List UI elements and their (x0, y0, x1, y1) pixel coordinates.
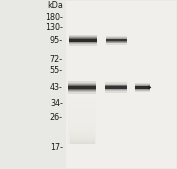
Bar (68, 125, 96, 127)
Bar (68, 128, 96, 130)
Bar (69, 35, 97, 45)
Bar (70, 140, 95, 141)
Bar (68, 124, 96, 125)
Bar (68, 115, 96, 116)
Bar (70, 142, 95, 143)
Bar (68, 138, 96, 139)
Bar (68, 118, 96, 119)
Bar (68, 81, 96, 94)
Bar (68, 103, 96, 104)
Bar (106, 39, 127, 41)
Bar (68, 127, 96, 128)
Bar (70, 139, 95, 140)
Bar (68, 119, 96, 121)
Bar (68, 104, 96, 106)
Bar (66, 1, 176, 168)
Bar (70, 136, 95, 137)
Bar (68, 116, 96, 118)
Bar (105, 83, 127, 91)
Bar (68, 131, 96, 133)
Polygon shape (149, 85, 151, 89)
Text: 34-: 34- (50, 99, 63, 108)
Text: 95-: 95- (50, 36, 63, 45)
Bar (70, 141, 95, 142)
Bar (106, 36, 127, 45)
Bar (68, 122, 96, 124)
Bar (68, 98, 96, 100)
Bar (135, 86, 150, 89)
Bar (70, 137, 95, 138)
Bar (68, 112, 96, 113)
Bar (69, 36, 97, 44)
Bar (68, 121, 96, 122)
Bar (68, 110, 96, 112)
Bar (135, 83, 150, 92)
Bar (69, 38, 97, 42)
Bar (68, 83, 96, 92)
Bar (68, 85, 96, 90)
Text: 26-: 26- (50, 113, 63, 122)
Text: 72-: 72- (50, 55, 63, 65)
Bar (70, 133, 95, 134)
Bar (70, 130, 95, 131)
Bar (68, 107, 96, 109)
Text: 55-: 55- (50, 66, 63, 75)
Bar (70, 131, 95, 132)
Bar (106, 38, 127, 42)
Text: kDa: kDa (47, 1, 63, 10)
Bar (70, 134, 95, 135)
Bar (106, 39, 127, 42)
Bar (69, 38, 97, 43)
Bar (68, 86, 96, 89)
Bar (70, 132, 95, 133)
Bar (68, 109, 96, 110)
Bar (69, 39, 97, 42)
Bar (68, 113, 96, 115)
Bar (105, 82, 127, 93)
Bar (68, 141, 96, 142)
Bar (68, 136, 96, 138)
Bar (106, 37, 127, 43)
Bar (105, 85, 127, 90)
Text: 130-: 130- (45, 23, 63, 32)
Bar (105, 85, 127, 89)
Bar (68, 100, 96, 101)
Bar (70, 135, 95, 136)
Bar (70, 143, 95, 144)
Bar (68, 142, 96, 144)
Text: 17-: 17- (50, 142, 63, 152)
Bar (68, 84, 96, 91)
Text: 43-: 43- (50, 83, 63, 92)
Bar (105, 86, 127, 89)
Bar (68, 133, 96, 135)
Bar (70, 138, 95, 139)
Bar (135, 84, 150, 91)
Bar (68, 106, 96, 107)
Bar (68, 135, 96, 136)
Bar (68, 130, 96, 131)
Bar (68, 139, 96, 141)
Text: 180-: 180- (45, 13, 63, 22)
Bar (135, 85, 150, 90)
Bar (135, 86, 150, 89)
Bar (68, 101, 96, 103)
